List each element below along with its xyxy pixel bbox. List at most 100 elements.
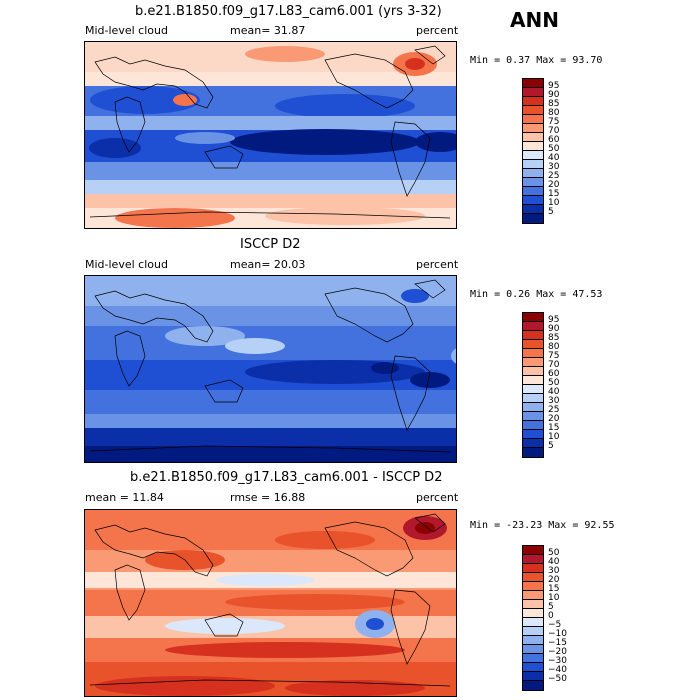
colorbar-tick-label: 70 <box>548 360 560 370</box>
panel-2-mean-label: mean= 20.03 <box>230 258 306 271</box>
panel-2-units: percent <box>416 258 459 271</box>
colorbar-tick-label: 85 <box>548 99 560 109</box>
colorbar-segment <box>523 645 543 654</box>
colorbar-segment <box>523 358 543 367</box>
colorbar-segment <box>523 385 543 394</box>
colorbar-tick-label: 15 <box>548 189 560 199</box>
panel-1-mean-label: mean= 31.87 <box>230 24 306 37</box>
panel-2-minmax: Min = 0.26 Max = 47.53 <box>470 289 603 300</box>
colorbar-segment <box>523 376 543 385</box>
colorbar-tick-label: 95 <box>548 315 560 325</box>
colorbar-tick-label: 10 <box>548 198 560 208</box>
colorbar-tick-label: 10 <box>548 432 560 442</box>
colorbar-segment <box>523 133 543 142</box>
colorbar-tick-label: 85 <box>548 333 560 343</box>
colorbar-tick-label: −40 <box>548 665 567 675</box>
colorbar-segment <box>523 430 543 439</box>
panel-1-units: percent <box>416 24 459 37</box>
colorbar-segment <box>523 573 543 582</box>
panel-2-map <box>84 275 457 463</box>
panel-1-minmax: Min = 0.37 Max = 93.70 <box>470 55 603 66</box>
panel-3-title: b.e21.B1850.f09_g17.L83_cam6.001 - ISCCP… <box>130 470 443 485</box>
colorbar-segment <box>523 609 543 618</box>
colorbar-tick-label: −15 <box>548 638 567 648</box>
colorbar-segment <box>523 600 543 609</box>
panel-1-map <box>84 41 457 229</box>
colorbar-tick-label: 20 <box>548 414 560 424</box>
colorbar-tick-label: −20 <box>548 647 567 657</box>
colorbar-tick-label: −50 <box>548 674 567 684</box>
colorbar-segment <box>523 367 543 376</box>
panel-1-colorbar <box>522 78 544 224</box>
colorbar-tick-label: 0 <box>548 611 554 621</box>
colorbar-segment <box>523 205 543 214</box>
colorbar-tick-label: 20 <box>548 180 560 190</box>
panel-1-title: b.e21.B1850.f09_g17.L83_cam6.001 (yrs 3-… <box>135 4 442 19</box>
colorbar-segment <box>523 636 543 645</box>
colorbar-tick-label: 30 <box>548 566 560 576</box>
colorbar-segment <box>523 582 543 591</box>
colorbar-segment <box>523 142 543 151</box>
colorbar-tick-label: 60 <box>548 369 560 379</box>
panel-3-colorbar <box>522 545 544 691</box>
colorbar-tick-label: −5 <box>548 620 562 630</box>
colorbar-segment <box>523 106 543 115</box>
colorbar-tick-label: 40 <box>548 153 560 163</box>
colorbar-segment <box>523 403 543 412</box>
colorbar-tick-label: 95 <box>548 81 560 91</box>
panel-2-colorbar <box>522 312 544 458</box>
colorbar-segment <box>523 654 543 663</box>
colorbar-segment <box>523 448 543 457</box>
colorbar-tick-label: 5 <box>548 441 554 451</box>
colorbar-tick-label: 60 <box>548 135 560 145</box>
colorbar-tick-label: 50 <box>548 548 560 558</box>
colorbar-segment <box>523 618 543 627</box>
colorbar-segment <box>523 331 543 340</box>
colorbar-segment <box>523 394 543 403</box>
colorbar-tick-label: 25 <box>548 405 560 415</box>
colorbar-segment <box>523 591 543 600</box>
panel-3-units: percent <box>416 491 459 504</box>
colorbar-tick-label: 75 <box>548 117 560 127</box>
colorbar-segment <box>523 214 543 223</box>
colorbar-tick-label: −10 <box>548 629 567 639</box>
colorbar-segment <box>523 340 543 349</box>
colorbar-tick-label: 15 <box>548 423 560 433</box>
colorbar-tick-label: 5 <box>548 602 554 612</box>
colorbar-segment <box>523 115 543 124</box>
colorbar-tick-label: 30 <box>548 162 560 172</box>
colorbar-segment <box>523 322 543 331</box>
colorbar-segment <box>523 151 543 160</box>
colorbar-segment <box>523 178 543 187</box>
colorbar-segment <box>523 439 543 448</box>
colorbar-tick-label: 80 <box>548 108 560 118</box>
panel-1-variable-label: Mid-level cloud <box>85 24 168 37</box>
colorbar-tick-label: 90 <box>548 324 560 334</box>
colorbar-segment <box>523 187 543 196</box>
colorbar-segment <box>523 421 543 430</box>
colorbar-segment <box>523 672 543 681</box>
colorbar-segment <box>523 124 543 133</box>
colorbar-tick-label: 50 <box>548 378 560 388</box>
colorbar-segment <box>523 663 543 672</box>
colorbar-segment <box>523 349 543 358</box>
colorbar-segment <box>523 564 543 573</box>
colorbar-tick-label: 40 <box>548 557 560 567</box>
colorbar-tick-label: 70 <box>548 126 560 136</box>
colorbar-tick-label: 40 <box>548 387 560 397</box>
colorbar-segment <box>523 196 543 205</box>
colorbar-tick-label: −30 <box>548 656 567 666</box>
colorbar-tick-label: 80 <box>548 342 560 352</box>
colorbar-segment <box>523 88 543 97</box>
panel-3-map <box>84 509 457 697</box>
colorbar-tick-label: 75 <box>548 351 560 361</box>
colorbar-segment <box>523 160 543 169</box>
colorbar-tick-label: 30 <box>548 396 560 406</box>
colorbar-segment <box>523 627 543 636</box>
colorbar-segment <box>523 546 543 555</box>
colorbar-segment <box>523 681 543 690</box>
panel-2-variable-label: Mid-level cloud <box>85 258 168 271</box>
colorbar-segment <box>523 313 543 322</box>
colorbar-tick-label: 90 <box>548 90 560 100</box>
colorbar-tick-label: 25 <box>548 171 560 181</box>
